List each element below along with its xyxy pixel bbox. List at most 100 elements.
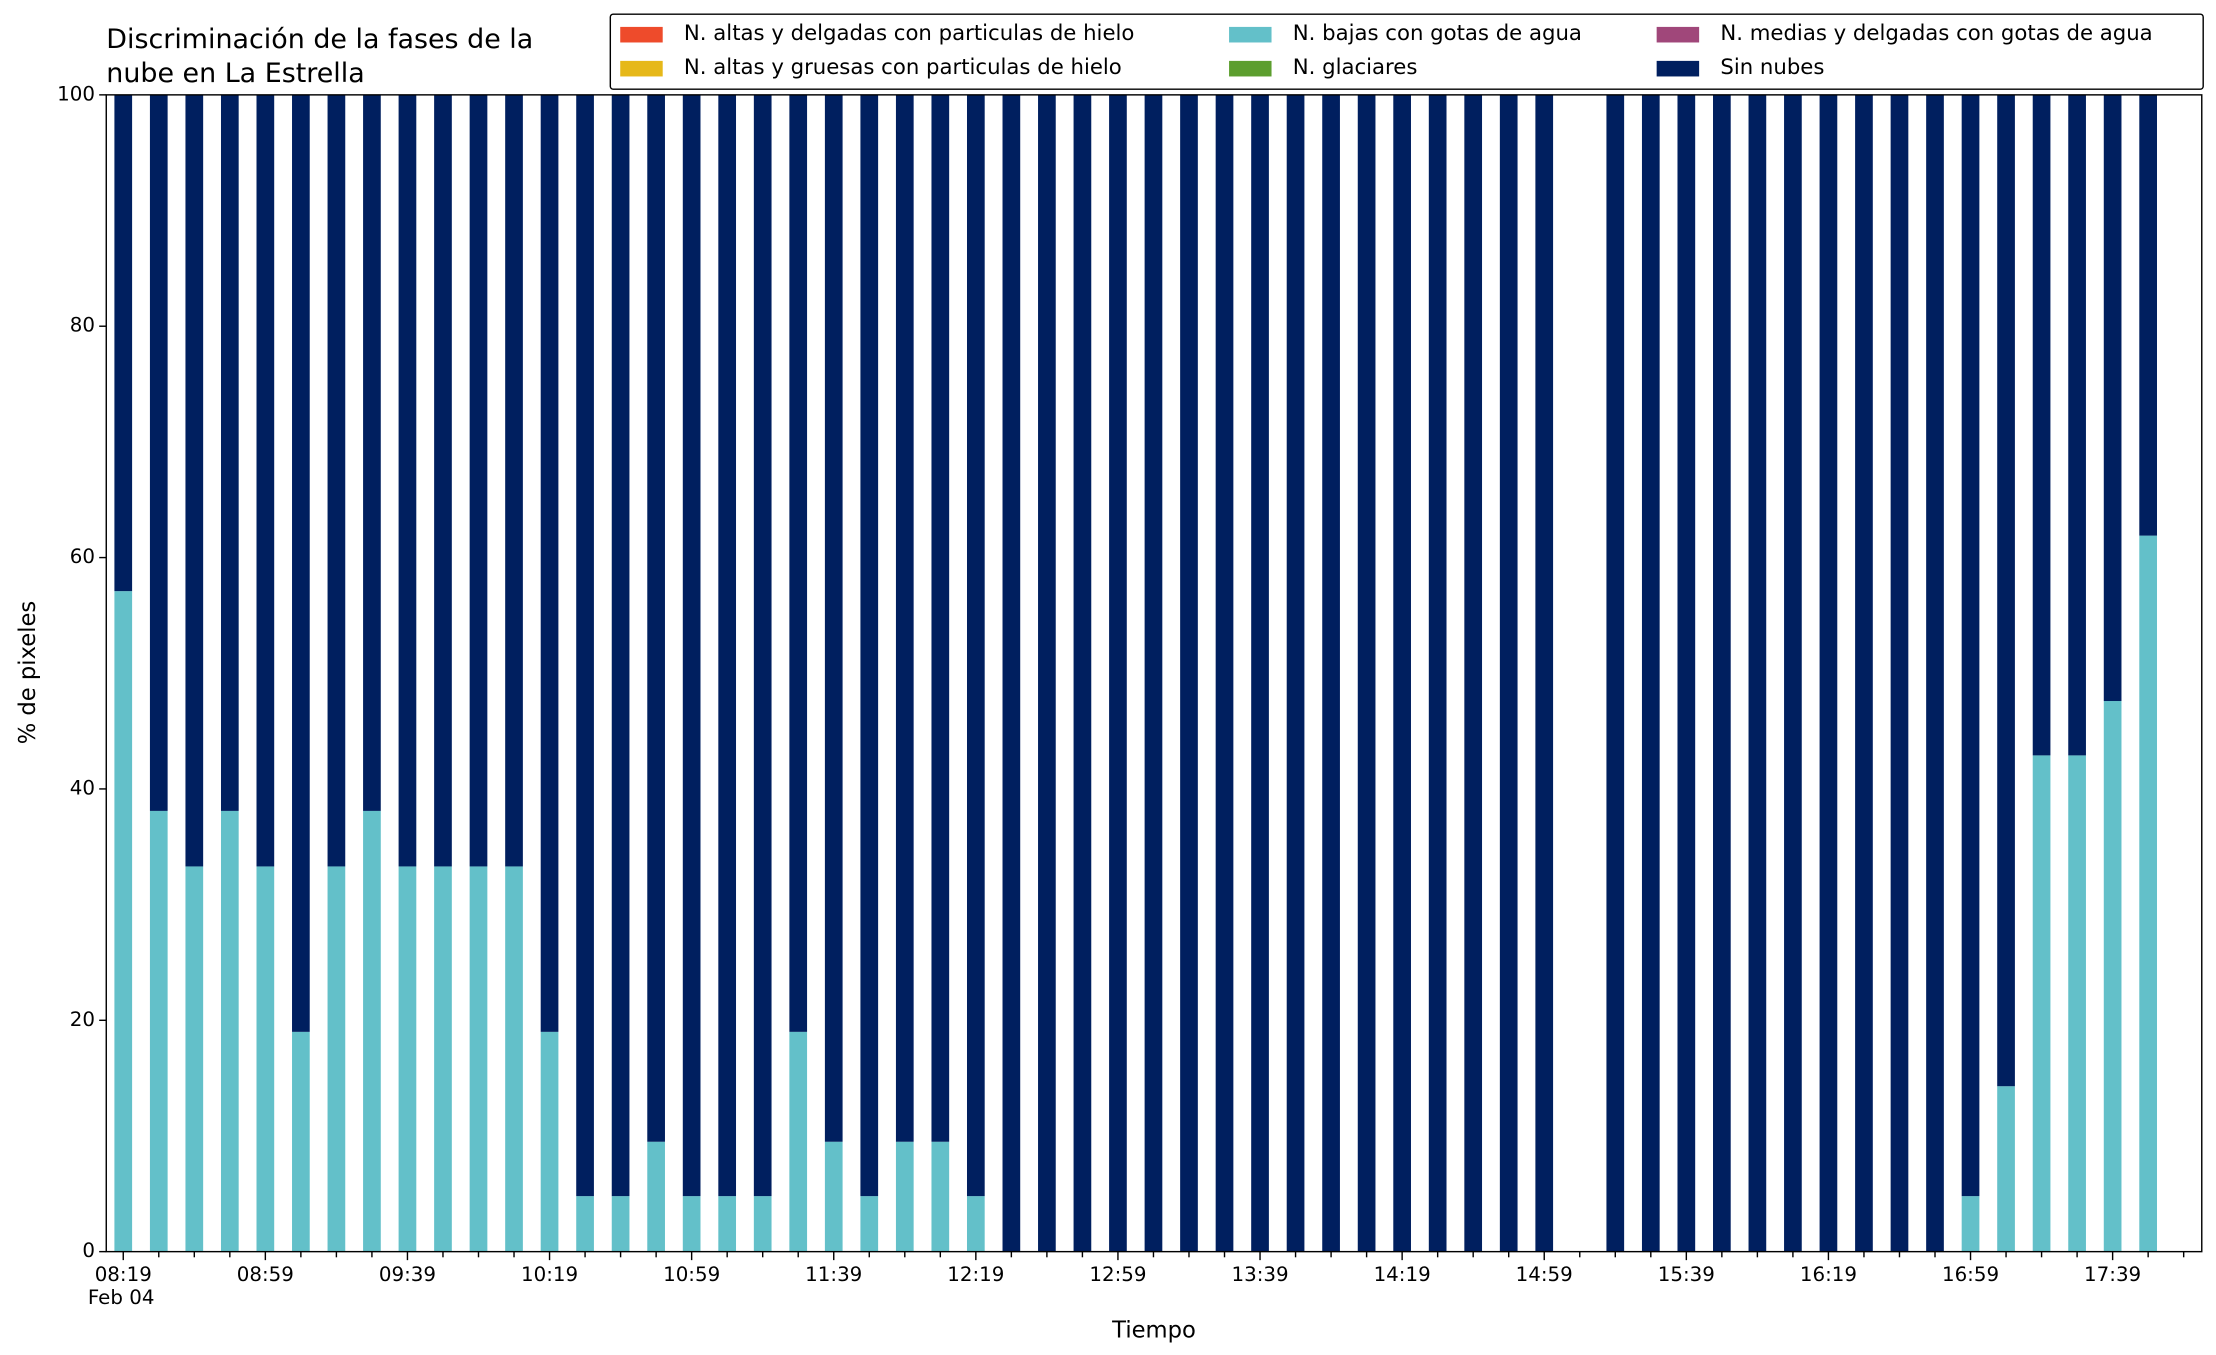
legend-label: N. bajas con gotas de agua — [1293, 21, 1582, 46]
bar-segment — [1641, 94, 1660, 1252]
bar-segment — [363, 810, 381, 1252]
bar-segment — [895, 1141, 914, 1252]
x-tick-label: 17:39 — [2084, 1263, 2141, 1286]
bar-segment — [1748, 94, 1767, 1252]
chart-title: Discriminación de la fases de la nube en… — [106, 24, 534, 90]
x-tick-label: 11:39 — [805, 1263, 862, 1286]
bar-segment — [1357, 94, 1376, 1252]
bar-segment — [1215, 94, 1234, 1252]
bar-segment — [1890, 94, 1909, 1252]
plot-frame — [105, 94, 2203, 1253]
bar-segment — [789, 94, 808, 1032]
bar-segment — [1038, 94, 1056, 1252]
bar-segment — [966, 1196, 985, 1252]
bar-segment — [1251, 94, 1269, 1252]
y-tick-label: 20 — [70, 1008, 95, 1031]
bar-segment — [2032, 755, 2051, 1252]
y-tick-label: 80 — [70, 314, 95, 337]
bar-segment — [327, 94, 346, 867]
bar-segment — [114, 591, 133, 1252]
x-tick-label: 09:39 — [379, 1263, 436, 1286]
bar-segment — [1784, 94, 1802, 1252]
bar-segment — [149, 94, 168, 811]
x-tick-label: 16:19 — [1800, 1263, 1857, 1286]
bar-segment — [256, 866, 275, 1252]
bar-segment — [327, 866, 346, 1252]
legend-swatch — [620, 60, 663, 77]
bar-segment — [1180, 94, 1198, 1252]
bar-segment — [1713, 94, 1731, 1252]
y-tick-label: 100 — [57, 82, 95, 105]
legend-swatch — [1656, 26, 1700, 43]
bar-segment — [611, 94, 630, 1197]
bar-segment — [220, 810, 239, 1252]
bar-segment — [434, 94, 452, 867]
bar-segment — [185, 94, 204, 867]
bar-segment — [1322, 94, 1340, 1252]
legend-label: N. glaciares — [1293, 55, 1418, 80]
bar-segment — [1606, 94, 1625, 1252]
bar-segment — [682, 94, 701, 1197]
bar-segment — [2139, 535, 2157, 1252]
x-tick-label: 12:59 — [1089, 1263, 1146, 1286]
legend-swatch — [1229, 60, 1272, 77]
bar-segment — [895, 94, 914, 1142]
x-tick-label: 13:39 — [1231, 1263, 1288, 1286]
bar-segment — [1677, 94, 1696, 1252]
x-tick-label: 14:59 — [1516, 1263, 1573, 1286]
bar-segment — [2068, 755, 2086, 1252]
bar-segment — [824, 94, 843, 1142]
bar-segment — [682, 1196, 701, 1252]
x-tick-label: 14:19 — [1374, 1263, 1431, 1286]
bar-segment — [505, 94, 523, 867]
bar-segment — [1926, 94, 1944, 1252]
bar-segment — [1144, 94, 1163, 1252]
bar-segment — [718, 94, 737, 1197]
bar-segment — [292, 1031, 310, 1252]
y-tick-label: 40 — [70, 776, 95, 799]
bar-segment — [2103, 701, 2122, 1252]
bar-segment — [1109, 94, 1127, 1252]
bar-segment — [824, 1141, 843, 1252]
bar-segment — [1535, 94, 1554, 1252]
bar-segment — [1819, 94, 1838, 1252]
legend-swatch — [1229, 26, 1272, 43]
legend-label: Sin nubes — [1720, 55, 1824, 80]
bar-segment — [540, 1031, 559, 1252]
legend-swatch — [1656, 60, 1700, 77]
bar-segment — [1961, 94, 1980, 1197]
bar-segment — [611, 1196, 630, 1252]
bar-segment — [2139, 94, 2157, 536]
bar-segment — [931, 1141, 950, 1252]
bar-segment — [2103, 94, 2122, 702]
bar-segment — [1997, 94, 2015, 1087]
bar-segment — [114, 94, 133, 592]
title-box: Discriminación de la fases de la nube en… — [106, 24, 534, 90]
bar-segment — [718, 1196, 737, 1252]
bar-segment — [1499, 94, 1518, 1252]
bar-segment — [753, 94, 772, 1197]
bar-segment — [1002, 94, 1021, 1252]
bar-segment — [576, 1196, 594, 1252]
bar-segment — [2068, 94, 2086, 756]
bar-segment — [931, 94, 950, 1142]
bar-segment — [753, 1196, 772, 1252]
x-tick-label: 10:59 — [663, 1263, 720, 1286]
bar-segment — [576, 94, 594, 1197]
bar-segment — [966, 94, 985, 1197]
bar-segment — [647, 1141, 665, 1252]
bar-segment — [1855, 94, 1873, 1252]
bar-segment — [1286, 94, 1305, 1252]
bar-segment — [185, 866, 204, 1252]
x-tick-label: 08:59 — [237, 1263, 294, 1286]
legend-label: N. medias y delgadas con gotas de agua — [1720, 21, 2152, 46]
bar-segment — [1961, 1196, 1980, 1252]
x-tick-label: 12:19 — [947, 1263, 1004, 1286]
bar-segment — [860, 1196, 879, 1252]
date-label: Feb 04 — [88, 1286, 155, 1309]
y-tick-label: 0 — [82, 1239, 95, 1262]
bar-segment — [540, 94, 559, 1032]
bar-segment — [1428, 94, 1447, 1252]
bar-segment — [469, 94, 488, 867]
